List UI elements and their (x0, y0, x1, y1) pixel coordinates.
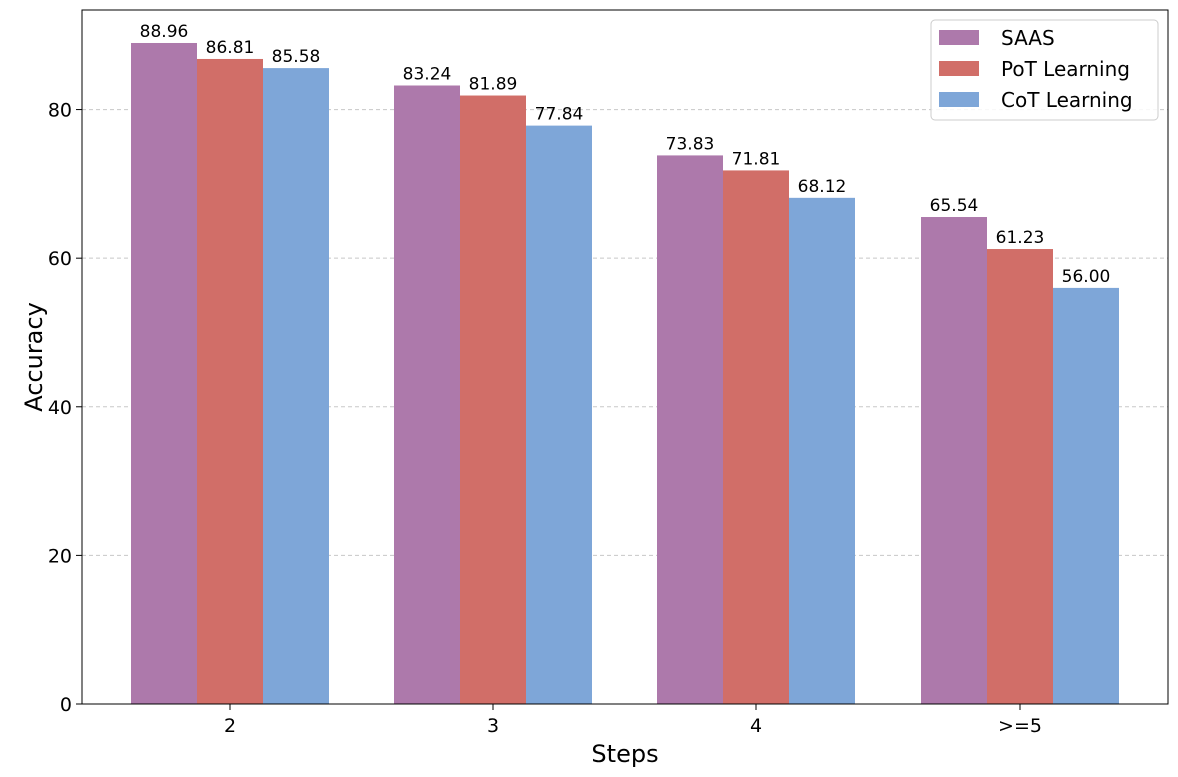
bar-saas (131, 42, 197, 704)
bar-value-label: 81.89 (469, 75, 518, 95)
legend-swatch (939, 61, 979, 76)
bar-pot-learning (197, 58, 263, 705)
bars (131, 42, 1119, 705)
bar-saas (394, 85, 460, 705)
y-tick-label: 20 (48, 545, 72, 567)
plot-frame (81, 9, 1169, 705)
x-tick-label: 3 (487, 715, 499, 737)
bar-cot-learning (1053, 287, 1119, 704)
bar-pot-learning (460, 95, 526, 704)
legend-entry: PoT Learning (1001, 57, 1130, 81)
legend: SAAS PoT Learning CoT Learning (930, 19, 1159, 121)
bar-value-label: 65.54 (930, 196, 979, 216)
bar-pot-learning (723, 170, 789, 704)
y-tick-label: 80 (48, 100, 72, 122)
legend-swatch (939, 92, 979, 107)
bar-value-label: 68.12 (798, 177, 847, 197)
x-tick-label: 2 (224, 715, 236, 737)
legend-box (930, 19, 1159, 121)
y-tick-label: 0 (60, 694, 72, 716)
bar-cot-learning (526, 125, 592, 705)
bar-value-label: 73.83 (666, 134, 715, 154)
x-tick-label: >=5 (998, 715, 1042, 737)
bar-value-label: 77.84 (535, 105, 584, 125)
bar-value-label: 83.24 (403, 64, 452, 84)
y-tick-label: 40 (48, 397, 72, 419)
bar-value-label: 86.81 (206, 38, 255, 58)
bar-pot-learning (987, 249, 1053, 704)
bar-value-label: 71.81 (732, 149, 781, 169)
x-tick-label: 4 (750, 715, 762, 737)
bar-value-label: 56.00 (1062, 267, 1111, 287)
y-axis: 0 20 40 60 80 (48, 100, 82, 716)
legend-swatch (939, 30, 979, 45)
bar-value-label: 88.96 (140, 22, 189, 42)
y-tick-label: 60 (48, 248, 72, 270)
bar-value-labels: 88.96 83.24 73.83 65.54 86.81 81.89 71.81 61.23… (140, 22, 1111, 287)
bar-saas (921, 217, 987, 704)
legend-entry: CoT Learning (1001, 88, 1133, 112)
bar-value-label: 85.58 (272, 47, 321, 67)
bar-cot-learning (263, 68, 329, 705)
bar-value-label: 61.23 (996, 228, 1045, 248)
x-axis-title: Steps (591, 740, 658, 768)
x-axis: 2 3 4 >=5 (224, 704, 1042, 737)
bar-cot-learning (789, 197, 855, 704)
y-axis-title: Accuracy (20, 302, 48, 412)
bar-saas (657, 155, 723, 704)
legend-entry: SAAS (1001, 26, 1055, 50)
